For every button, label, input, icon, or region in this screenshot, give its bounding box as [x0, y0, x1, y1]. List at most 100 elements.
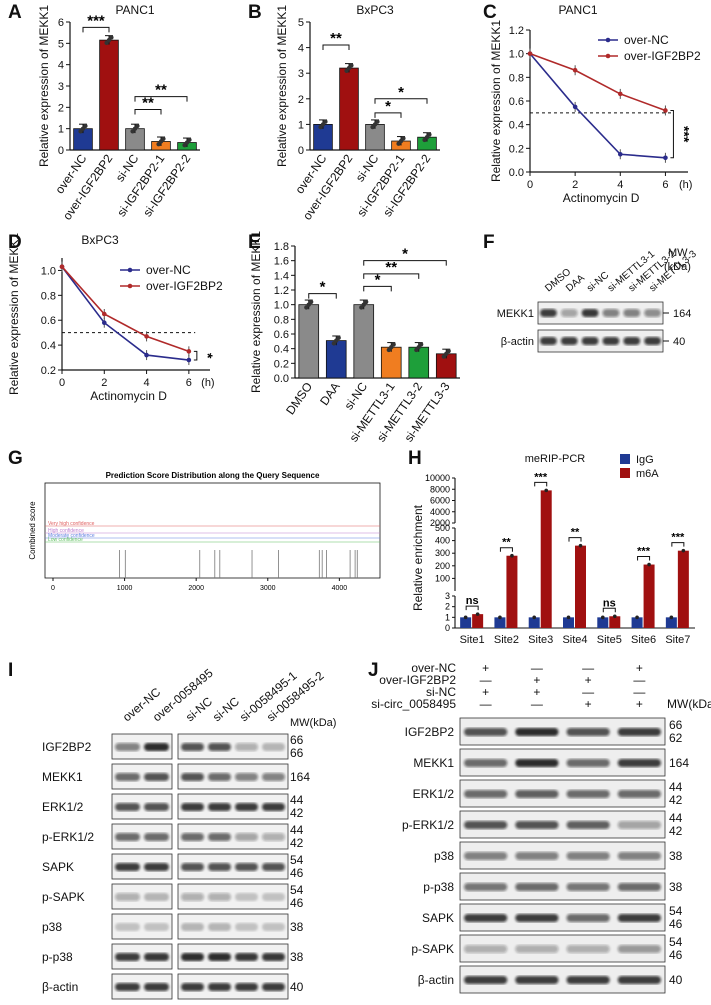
mw-label: 42 — [669, 824, 683, 838]
significance-label: ** — [502, 537, 511, 549]
chart-d: 0.2 0.4 0.6 0.8 1.0 0 2 4 6 (h) Actinomycin D Relat… — [7, 233, 223, 403]
chart-e: 0.0 0.2 0.4 0.6 0.8 1.0 1.2 1.4 1.6 1.8 Relative e… — [249, 231, 460, 445]
blot-band — [262, 953, 285, 961]
blot-band — [262, 983, 285, 991]
mw-label: 44 — [669, 811, 683, 825]
category-label: Site5 — [597, 634, 622, 646]
category-label: Site6 — [631, 634, 656, 646]
x-tick-label: 0 — [51, 585, 55, 592]
y-tick-label: 6 — [58, 17, 64, 29]
blot-band — [235, 803, 258, 811]
blot-band — [515, 914, 559, 922]
data-point — [635, 615, 639, 620]
blot-band — [144, 863, 169, 871]
blot-row-label: SAPK — [42, 860, 74, 874]
blot-band — [181, 953, 204, 961]
significance-bracket — [363, 273, 420, 279]
series-line — [529, 53, 666, 159]
chart-g: Prediction Score Distribution along the … — [28, 471, 381, 592]
blot-band — [181, 863, 204, 871]
bar — [597, 617, 609, 628]
blot-band — [115, 803, 140, 811]
bar — [298, 304, 320, 379]
x-tick-label: 2000 — [188, 585, 204, 592]
panel-letter-j: J — [368, 660, 379, 681]
y-tick-label: 0.0 — [274, 373, 289, 385]
significance-label: * — [375, 271, 381, 288]
category-label: Site7 — [665, 634, 690, 646]
blot-band — [115, 833, 140, 841]
x-unit-label: (h) — [201, 377, 214, 389]
blot-band — [181, 833, 204, 841]
legend-label: over-IGF2BP2 — [624, 49, 701, 63]
y-tick-label: 4 — [58, 60, 64, 72]
mw-label: 38 — [290, 950, 304, 964]
y-tick-label: 2 — [445, 602, 450, 612]
blot-band — [644, 337, 661, 345]
condition-sign: + — [482, 661, 489, 675]
blot-band — [262, 863, 285, 871]
y-tick-label: 0.4 — [274, 344, 289, 356]
data-point — [617, 91, 623, 97]
legend-marker — [127, 267, 133, 273]
blot-band — [566, 976, 610, 984]
mw-label: 54 — [290, 853, 304, 867]
category-label: Site3 — [528, 634, 553, 646]
y-tick-label: 0.4 — [41, 340, 56, 352]
bar — [677, 550, 689, 628]
blot-band — [623, 309, 641, 317]
blot-band — [602, 309, 620, 317]
plot-frame — [44, 482, 381, 579]
blot-band — [181, 803, 204, 811]
y-axis-label: Relative expression of MEKK1 — [249, 231, 263, 393]
bar — [575, 545, 586, 628]
condition-sign: — — [531, 661, 543, 675]
data-point — [187, 137, 192, 143]
condition-label: si-circ_0058495 — [371, 697, 456, 711]
significance-label: * — [402, 246, 408, 263]
y-tick-label: 1.4 — [274, 270, 289, 282]
x-tick-label: 0 — [527, 179, 533, 191]
data-point — [308, 299, 314, 305]
blot-band — [208, 803, 231, 811]
x-tick-label: 6 — [662, 179, 668, 191]
y-tick-label: 1.0 — [509, 49, 524, 61]
chart-title: Prediction Score Distribution along the … — [106, 471, 320, 480]
mw-label: 44 — [669, 780, 683, 794]
blot-band — [464, 728, 508, 736]
panel-letter-c: C — [483, 2, 497, 23]
blot-band — [208, 773, 231, 781]
blot-band — [566, 852, 610, 860]
bar — [528, 617, 540, 628]
blot-band — [144, 833, 169, 841]
blot-row-label: SAPK — [422, 911, 454, 925]
blot-band — [262, 923, 285, 931]
condition-sign: + — [636, 697, 643, 711]
data-point — [578, 543, 583, 548]
blot-band — [235, 953, 258, 961]
legend-label: over-NC — [624, 33, 669, 47]
mw-label: 164 — [290, 770, 310, 784]
blot-f: DMSODAAsi-NCsi-METTL3-1si-METTL3-2si-MET… — [497, 247, 699, 353]
category-label: Site1 — [460, 634, 485, 646]
blot-band — [208, 893, 231, 901]
chart-title: BxPC3 — [356, 3, 394, 17]
series-line — [529, 52, 666, 112]
legend-marker — [605, 37, 611, 43]
legend-marker — [127, 283, 133, 289]
blot-band — [464, 883, 508, 891]
bar — [380, 346, 402, 379]
blot-band — [560, 337, 578, 345]
mw-header: MW(kDa) — [667, 697, 711, 711]
mw-label: 42 — [290, 836, 304, 850]
mw-label: 38 — [290, 920, 304, 934]
blot-band — [144, 923, 169, 931]
y-tick-label: 500 — [435, 523, 450, 533]
y-tick-label: 0.0 — [509, 167, 524, 179]
mw-label: 46 — [669, 948, 683, 962]
y-tick-label: 100 — [435, 573, 450, 583]
blot-band — [464, 790, 508, 798]
data-point — [59, 264, 65, 270]
data-point — [427, 132, 432, 137]
blot-band — [566, 821, 610, 829]
